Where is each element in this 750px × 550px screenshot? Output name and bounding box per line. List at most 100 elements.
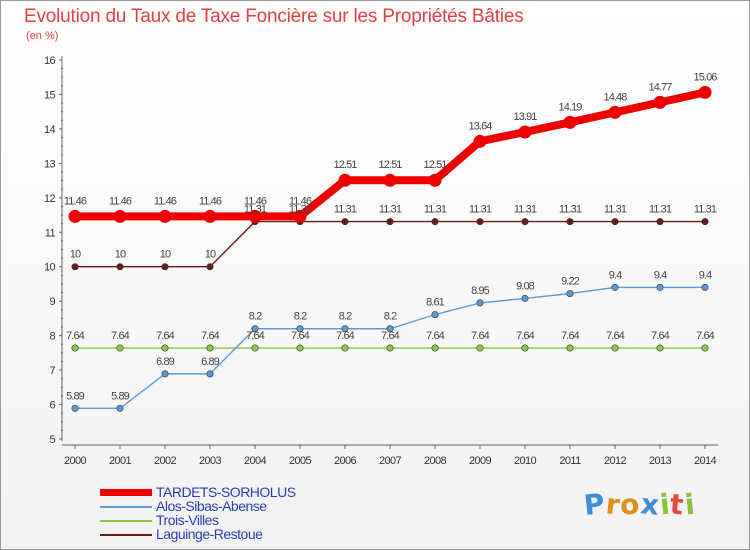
data-point: [701, 283, 709, 291]
y-tick-label: 7: [49, 365, 55, 377]
data-point: [521, 294, 529, 302]
data-label: 7.64: [516, 330, 535, 342]
y-tick-label: 8: [49, 331, 55, 343]
x-tick-label: 2004: [244, 455, 267, 467]
data-point: [251, 325, 259, 333]
x-tick-label: 2005: [289, 455, 312, 467]
data-point: [161, 263, 169, 271]
data-label: 13.91: [513, 111, 537, 123]
data-point: [611, 218, 619, 226]
data-point: [698, 85, 712, 99]
data-point: [116, 263, 124, 271]
data-label: 14.48: [603, 91, 627, 103]
legend-swatch: [100, 520, 152, 522]
y-tick-label: 16: [44, 55, 56, 67]
data-point: [251, 344, 259, 352]
y-tick-label: 6: [49, 400, 55, 412]
data-label: 7.64: [246, 330, 265, 342]
data-label: 14.77: [648, 81, 672, 93]
data-point: [476, 299, 484, 307]
data-point: [521, 344, 529, 352]
y-tick-label: 10: [44, 262, 56, 274]
y-tick-label: 5: [49, 434, 55, 446]
data-label: 8.61: [426, 297, 445, 309]
data-label: 15.06: [693, 71, 717, 83]
data-label: 12.51: [378, 159, 402, 171]
data-label: 8.2: [339, 311, 352, 323]
logo-letter: i: [682, 487, 697, 522]
data-label: 7.64: [291, 330, 310, 342]
x-tick-label: 2008: [424, 455, 447, 467]
data-point: [116, 404, 124, 412]
x-tick-label: 2006: [334, 455, 357, 467]
data-point: [68, 209, 82, 223]
data-label: 11.31: [559, 204, 582, 216]
data-label: 7.64: [696, 330, 715, 342]
data-point: [563, 115, 577, 129]
data-label: 7.64: [336, 330, 355, 342]
x-tick-label: 2011: [559, 455, 581, 467]
data-point: [656, 344, 664, 352]
data-labels: 11.46 11.46 11.46 11.46 11.46 11.46 12.51 12.51…: [64, 71, 718, 402]
data-point: [386, 325, 394, 333]
data-point: [656, 218, 664, 226]
data-label: 13.64: [468, 120, 492, 132]
y-tick-label: 15: [44, 89, 56, 101]
legend-label: Alos-Sibas-Abense: [156, 498, 267, 514]
data-label: 7.64: [201, 330, 220, 342]
x-tick-label: 2013: [649, 455, 672, 467]
y-tick-label: 11: [45, 227, 56, 239]
data-point: [296, 325, 304, 333]
data-point: [611, 344, 619, 352]
data-point: [386, 218, 394, 226]
data-label: 6.89: [156, 356, 175, 368]
data-point: [521, 218, 529, 226]
data-point: [701, 344, 709, 352]
data-label: 8.2: [384, 311, 397, 323]
data-point: [653, 95, 667, 109]
data-label: 7.64: [651, 330, 670, 342]
data-label: 12.51: [333, 159, 357, 171]
data-label: 7.64: [66, 330, 85, 342]
legend-label: Trois-Villes: [156, 512, 219, 528]
data-label: 5.89: [111, 390, 130, 402]
data-label: 7.64: [111, 330, 130, 342]
data-point: [113, 209, 127, 223]
x-tick-label: 2002: [154, 455, 177, 467]
data-label: 11.46: [64, 195, 87, 207]
data-label: 6.89: [201, 356, 220, 368]
legend-label: Laguinge-Restoue: [156, 526, 263, 542]
data-label: 11.31: [469, 204, 492, 216]
data-point: [341, 218, 349, 226]
data-point: [428, 173, 442, 187]
data-point: [338, 173, 352, 187]
x-tick-label: 2014: [694, 455, 717, 467]
data-label: 8.2: [249, 311, 262, 323]
data-point: [431, 344, 439, 352]
data-point: [566, 290, 574, 298]
x-tick-label: 2009: [469, 455, 492, 467]
data-point: [341, 344, 349, 352]
data-label: 11.46: [109, 195, 132, 207]
data-label: 11.31: [694, 204, 717, 216]
data-label: 9.22: [561, 276, 580, 288]
series-layer: [68, 85, 712, 412]
data-label: 9.4: [609, 269, 622, 281]
data-point: [116, 344, 124, 352]
x-tick-label: 2010: [514, 455, 537, 467]
x-tick-label: 2003: [199, 455, 222, 467]
data-point: [518, 125, 532, 139]
data-label: 11.46: [199, 195, 222, 207]
data-point: [248, 209, 262, 223]
data-point: [161, 344, 169, 352]
data-label: 14.19: [558, 101, 582, 113]
data-label: 11.31: [424, 204, 447, 216]
data-label: 7.64: [471, 330, 490, 342]
x-tick-label: 2001: [109, 455, 132, 467]
data-label: 7.64: [426, 330, 445, 342]
data-point: [566, 344, 574, 352]
data-point: [71, 263, 79, 271]
data-point: [206, 344, 214, 352]
